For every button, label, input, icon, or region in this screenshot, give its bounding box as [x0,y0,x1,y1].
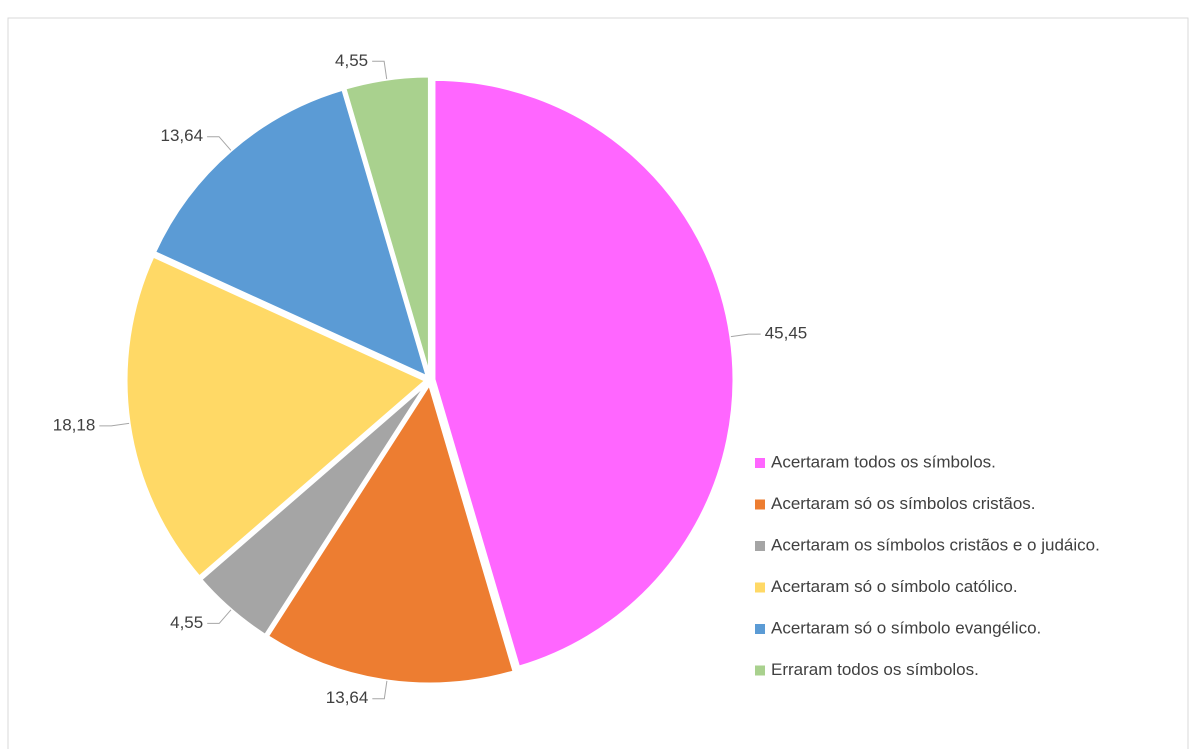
legend-label: Acertaram só o símbolo evangélico. [771,618,1041,637]
legend-label: Acertaram só o símbolo católico. [771,577,1018,596]
data-label: 13,64 [326,688,369,707]
legend-swatch [755,665,765,676]
legend-swatch [755,458,765,468]
legend-label: Acertaram os símbolos cristãos e o judái… [771,535,1100,554]
leader-line [207,609,232,624]
legend-label: Acertaram todos os símbolos. [771,452,996,471]
leader-line [372,680,388,700]
data-label: 45,45 [765,324,808,343]
data-label: 4,55 [335,51,368,70]
data-label: 13,64 [161,126,204,145]
chart-border [7,17,1189,749]
legend-swatch [755,541,765,551]
leader-line [730,333,761,338]
pie-slice [265,380,516,686]
data-label: 18,18 [53,415,96,434]
pie-slice [432,77,736,670]
pie-slice [124,254,429,580]
legend-label: Erraram todos os símbolos. [771,660,979,679]
leader-line [372,60,388,80]
legend-swatch [755,624,765,634]
legend-swatch [755,582,765,593]
leader-line [99,422,130,427]
data-label: 4,55 [170,613,203,632]
legend-swatch [755,499,765,510]
leader-line [207,136,232,151]
legend-label: Acertaram só os símbolos cristãos. [771,494,1036,513]
